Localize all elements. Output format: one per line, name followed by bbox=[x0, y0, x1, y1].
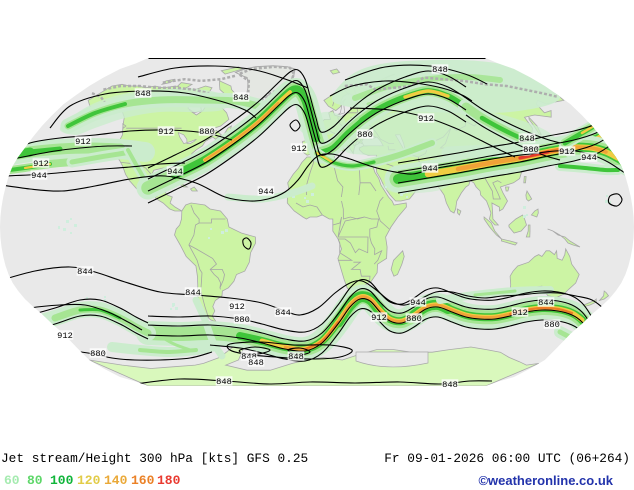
svg-text:848: 848 bbox=[241, 352, 257, 362]
svg-text:944: 944 bbox=[410, 298, 426, 308]
svg-text:912: 912 bbox=[512, 308, 528, 318]
svg-text:848: 848 bbox=[519, 134, 535, 144]
svg-text:912: 912 bbox=[33, 159, 49, 169]
svg-text:880: 880 bbox=[199, 127, 215, 137]
svg-text:944: 944 bbox=[258, 187, 274, 197]
svg-text:848: 848 bbox=[233, 93, 249, 103]
svg-text:912: 912 bbox=[75, 137, 91, 147]
svg-text:848: 848 bbox=[216, 377, 232, 387]
svg-text:848: 848 bbox=[135, 89, 151, 99]
svg-text:848: 848 bbox=[248, 358, 264, 368]
svg-text:844: 844 bbox=[185, 288, 201, 298]
svg-text:848: 848 bbox=[442, 380, 458, 390]
svg-text:912: 912 bbox=[57, 331, 73, 341]
svg-text:880: 880 bbox=[406, 314, 422, 324]
svg-text:880: 880 bbox=[90, 349, 106, 359]
svg-text:912: 912 bbox=[158, 127, 174, 137]
svg-text:844: 844 bbox=[538, 298, 554, 308]
svg-text:912: 912 bbox=[559, 147, 575, 157]
svg-text:880: 880 bbox=[234, 315, 250, 325]
svg-text:912: 912 bbox=[418, 114, 434, 124]
svg-text:844: 844 bbox=[77, 267, 93, 277]
svg-text:880: 880 bbox=[544, 320, 560, 330]
svg-text:912: 912 bbox=[291, 144, 307, 154]
svg-text:848: 848 bbox=[288, 352, 304, 362]
svg-text:912: 912 bbox=[229, 302, 245, 312]
svg-text:944: 944 bbox=[422, 164, 438, 174]
svg-text:944: 944 bbox=[167, 167, 183, 177]
svg-text:848: 848 bbox=[432, 65, 448, 75]
svg-text:944: 944 bbox=[31, 171, 47, 181]
svg-text:880: 880 bbox=[523, 145, 539, 155]
svg-text:912: 912 bbox=[371, 313, 387, 323]
svg-text:944: 944 bbox=[581, 153, 597, 163]
svg-text:880: 880 bbox=[357, 130, 373, 140]
svg-text:844: 844 bbox=[275, 308, 291, 318]
